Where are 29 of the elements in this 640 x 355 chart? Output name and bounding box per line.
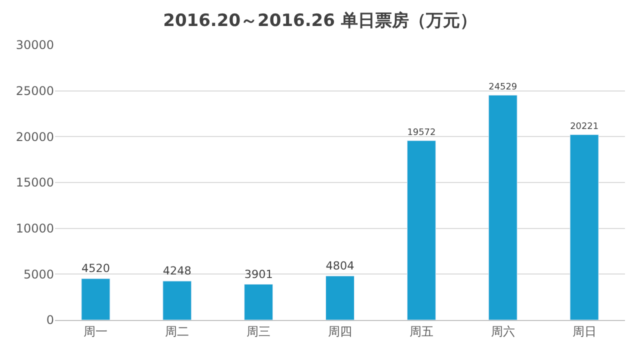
y-tick-label: 20000 <box>16 130 54 144</box>
y-tick-label: 25000 <box>16 84 54 98</box>
bar <box>162 280 192 320</box>
y-tick-label: 15000 <box>16 176 54 190</box>
x-tick-label: 周三 <box>246 324 271 338</box>
bar <box>488 94 518 320</box>
data-label: 3901 <box>244 268 273 281</box>
bar <box>406 140 436 320</box>
y-tick-label: 5000 <box>23 267 54 282</box>
bar <box>326 276 354 320</box>
chart-title: 2016.20～2016.26 单日票房（万元） <box>163 11 477 32</box>
data-label: 4520 <box>81 262 110 276</box>
x-tick-label: 周日 <box>572 324 596 338</box>
x-tick-label: 周四 <box>328 324 352 338</box>
x-tick-label: 周一 <box>84 324 108 338</box>
bar <box>244 284 274 320</box>
y-tick-label: 10000 <box>16 222 54 236</box>
data-label: 24529 <box>488 82 518 92</box>
y-tick-label: 0 <box>46 313 54 328</box>
x-tick-label: 周六 <box>490 324 515 338</box>
bar <box>570 134 599 320</box>
x-tick-label: 周五 <box>409 324 434 338</box>
data-label: 20221 <box>570 122 599 132</box>
bar <box>81 278 110 320</box>
data-label: 4804 <box>326 260 354 273</box>
y-tick-label: 30000 <box>16 38 54 52</box>
data-label: 19572 <box>407 128 436 138</box>
x-tick-label: 周二 <box>165 324 190 338</box>
data-label: 4248 <box>162 264 192 278</box>
